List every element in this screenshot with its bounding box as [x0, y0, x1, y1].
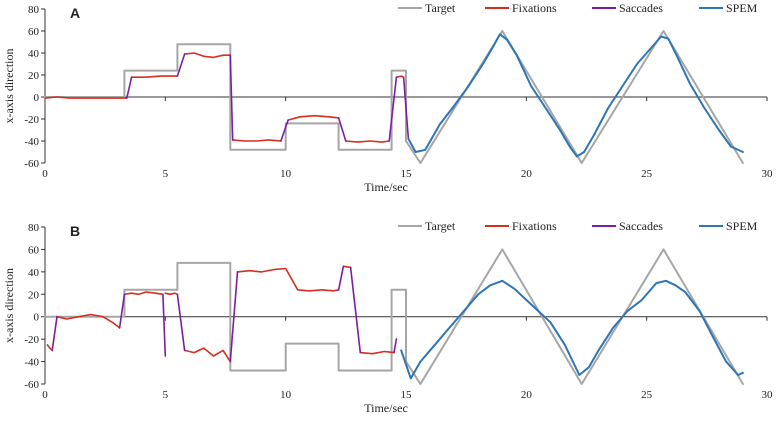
y-axis-label: x-axis direction [2, 268, 16, 343]
y-tick-label: 20 [28, 289, 40, 301]
series-line-saccades [176, 293, 186, 352]
x-tick-label: 5 [163, 389, 169, 401]
x-tick-label: 10 [280, 168, 292, 180]
series-line-fixations [395, 75, 405, 78]
series-line-saccades [388, 76, 398, 142]
panel-label: A [70, 5, 80, 21]
x-axis-label: Time/sec [364, 180, 408, 194]
series-line-saccades [118, 293, 126, 329]
x-axis-label: Time/sec [364, 401, 408, 415]
y-tick-label: 40 [28, 267, 40, 279]
series-line-fixations [56, 313, 121, 329]
legend-entry-target: Target [425, 1, 456, 15]
x-tick-label: 30 [762, 389, 774, 401]
legend-entry-fixations: Fixations [512, 1, 557, 15]
series-line-fixations [359, 350, 395, 355]
y-tick-label: 80 [28, 222, 40, 234]
y-tick-label: 80 [28, 4, 40, 16]
series-line-target [44, 248, 744, 385]
series-line-spem [407, 33, 744, 158]
series-line-saccades [51, 315, 58, 352]
y-tick-label: -40 [24, 357, 39, 369]
series-line-saccades [162, 293, 167, 357]
x-tick-label: 20 [521, 389, 533, 401]
series-line-fixations [46, 343, 54, 352]
panel-label: B [70, 223, 80, 239]
y-tick-label: 0 [34, 92, 40, 104]
series-line-saccades [337, 117, 347, 142]
series-line-fixations [183, 52, 232, 59]
x-tick-label: 15 [401, 168, 413, 180]
series-line-saccades [229, 271, 239, 363]
y-axis-label: x-axis direction [2, 49, 16, 124]
x-tick-label: 25 [641, 389, 653, 401]
series-line-spem [400, 279, 744, 380]
series-line-saccades [402, 76, 410, 140]
series-line-fixations [231, 139, 282, 142]
series-line-fixations [236, 267, 340, 292]
series-line-saccades [176, 53, 186, 77]
y-tick-label: 60 [28, 244, 40, 256]
legend-entry-saccades: Saccades [619, 1, 663, 15]
x-tick-label: 15 [401, 389, 413, 401]
y-tick-label: -20 [24, 114, 39, 126]
legend-entry-spem: SPEM [726, 219, 758, 233]
legend-entry-spem: SPEM [726, 1, 758, 15]
series-line-fixations [123, 291, 164, 296]
series-line-saccades [126, 76, 133, 99]
series-line-saccades [337, 265, 345, 291]
x-tick-label: 25 [641, 168, 653, 180]
y-tick-label: 60 [28, 26, 40, 38]
y-tick-label: -60 [24, 379, 39, 391]
series-line-saccades [229, 54, 234, 141]
y-tick-label: 40 [28, 48, 40, 60]
series-line-saccades [349, 266, 362, 354]
x-tick-label: 20 [521, 168, 533, 180]
series-line-saccades [280, 119, 289, 142]
legend-entry-fixations: Fixations [512, 219, 557, 233]
x-tick-label: 5 [163, 168, 169, 180]
series-line-saccades [393, 338, 398, 354]
series-line-fixations [44, 96, 128, 99]
legend-entry-target: Target [425, 219, 456, 233]
series-line-fixations [287, 114, 340, 121]
y-tick-label: 20 [28, 70, 40, 82]
y-tick-label: -60 [24, 158, 39, 170]
x-tick-label: 10 [280, 389, 292, 401]
legend-entry-saccades: Saccades [619, 219, 663, 233]
series-line-fixations [342, 265, 352, 269]
y-tick-label: -40 [24, 136, 39, 148]
x-tick-label: 0 [42, 389, 48, 401]
y-tick-label: 0 [34, 312, 40, 324]
series-line-fixations [164, 292, 179, 296]
series-line-fixations [183, 347, 232, 363]
x-tick-label: 30 [762, 168, 774, 180]
y-tick-label: -20 [24, 334, 39, 346]
series-line-fixations [130, 75, 179, 78]
x-tick-label: 0 [42, 168, 48, 180]
series-line-fixations [344, 140, 391, 143]
